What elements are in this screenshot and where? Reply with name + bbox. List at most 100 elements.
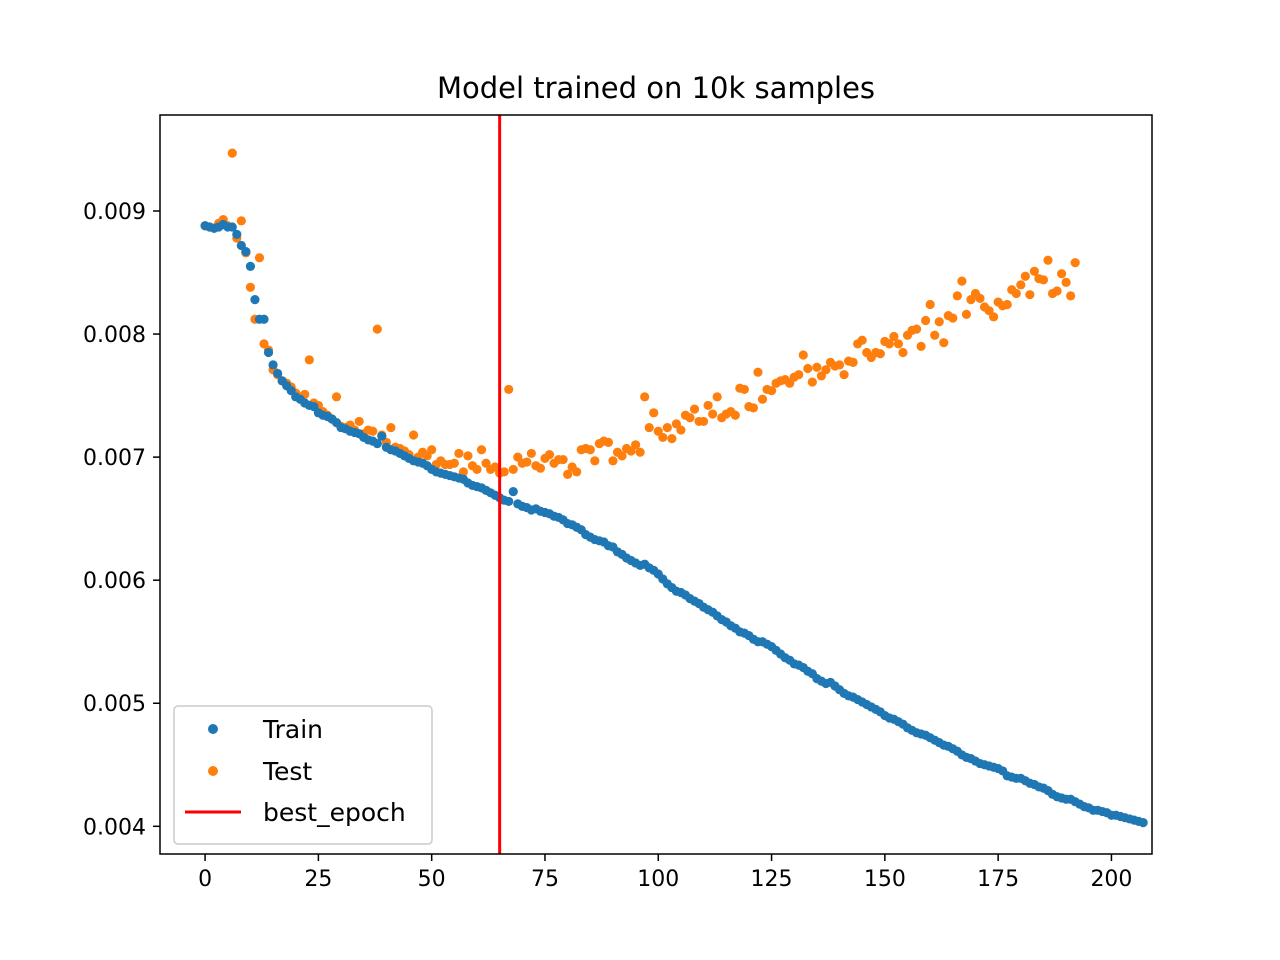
legend: Train Test best_epoch <box>173 705 433 845</box>
x-tick-label: 100 <box>637 867 679 892</box>
train-point <box>504 496 514 507</box>
test-point <box>667 434 677 444</box>
test-point <box>504 384 514 395</box>
legend-box <box>173 705 433 845</box>
x-tick-label: 0 <box>198 867 212 892</box>
x-tick-label: 25 <box>304 867 332 892</box>
test-point <box>658 432 668 443</box>
y-tick-label: 0.007 <box>83 446 146 471</box>
test-point <box>649 408 659 418</box>
test-point <box>617 451 627 461</box>
test-point <box>427 445 437 455</box>
train-point <box>245 261 256 271</box>
test-point <box>526 448 536 459</box>
train-point <box>1138 818 1148 828</box>
test-point <box>753 367 763 377</box>
test-point <box>1002 299 1012 310</box>
test-point <box>1020 271 1030 281</box>
test-point <box>884 339 894 349</box>
test-point <box>463 451 473 461</box>
test-point <box>939 338 949 348</box>
train-point <box>227 222 237 232</box>
test-point <box>635 447 645 457</box>
test-point <box>930 330 940 340</box>
test-point <box>644 422 654 433</box>
test-point <box>476 445 487 455</box>
x-tick-label: 150 <box>864 867 906 892</box>
legend-train-marker <box>208 724 218 734</box>
test-point <box>821 365 831 375</box>
test-point <box>227 148 237 158</box>
train-point <box>232 229 242 239</box>
test-point <box>803 363 813 374</box>
test-point <box>1038 275 1049 285</box>
test-point <box>662 422 672 433</box>
train-point <box>250 294 260 305</box>
test-point <box>952 291 962 301</box>
y-tick-label: 0.008 <box>83 323 146 348</box>
test-point <box>834 360 845 370</box>
test-point <box>708 409 718 419</box>
test-point <box>698 416 709 427</box>
test-point <box>522 457 532 467</box>
test-point <box>893 339 904 349</box>
test-point <box>934 317 944 327</box>
train-point <box>377 431 387 441</box>
test-point <box>304 355 314 365</box>
test-point <box>798 350 808 360</box>
test-point <box>245 282 256 292</box>
legend-test-marker <box>208 766 218 776</box>
test-point <box>354 416 364 427</box>
test-point <box>558 454 568 465</box>
test-point <box>712 392 722 402</box>
test-point <box>544 450 555 460</box>
x-tick-label: 75 <box>531 867 559 892</box>
test-point <box>408 430 419 440</box>
test-point <box>454 448 464 459</box>
test-point <box>689 404 700 414</box>
train-series <box>200 219 1148 828</box>
x-tick-label: 200 <box>1090 867 1132 892</box>
test-point <box>508 464 518 475</box>
test-point <box>916 341 926 351</box>
test-point <box>1061 277 1071 287</box>
test-point <box>368 426 378 436</box>
test-point <box>748 403 759 413</box>
legend-train-label: Train <box>262 715 323 744</box>
x-axis: 0 25 50 75 100 125 150 175 200 <box>198 854 1132 892</box>
test-point <box>1066 291 1076 301</box>
test-point <box>757 394 768 404</box>
test-point <box>1052 286 1062 296</box>
test-point <box>1011 288 1021 299</box>
test-point <box>889 331 899 342</box>
test-point <box>975 293 985 303</box>
legend-test-label: Test <box>262 757 312 786</box>
y-tick-label: 0.006 <box>83 569 146 594</box>
y-tick-label: 0.009 <box>83 200 146 225</box>
test-point <box>563 469 573 479</box>
test-point <box>898 347 908 358</box>
test-point <box>590 456 600 466</box>
test-point <box>957 276 967 286</box>
test-point <box>685 413 695 423</box>
plot-area-frame <box>159 114 1153 855</box>
test-point <box>608 456 618 466</box>
test-point <box>1029 266 1040 276</box>
test-point <box>921 315 931 326</box>
test-point <box>331 392 342 402</box>
test-point <box>961 309 972 319</box>
legend-best-epoch-label: best_epoch <box>263 798 406 827</box>
test-point <box>449 458 459 468</box>
y-axis: 0.004 0.005 0.006 0.007 0.008 0.009 <box>83 200 160 840</box>
train-point <box>372 438 382 449</box>
test-point <box>1025 290 1035 300</box>
test-point <box>739 384 749 395</box>
test-point <box>875 349 885 359</box>
test-point <box>703 400 713 411</box>
test-point <box>472 464 482 475</box>
train-point <box>508 486 518 497</box>
test-point <box>1043 255 1053 265</box>
test-point <box>676 425 686 435</box>
test-point <box>585 445 595 455</box>
test-point <box>925 299 935 310</box>
